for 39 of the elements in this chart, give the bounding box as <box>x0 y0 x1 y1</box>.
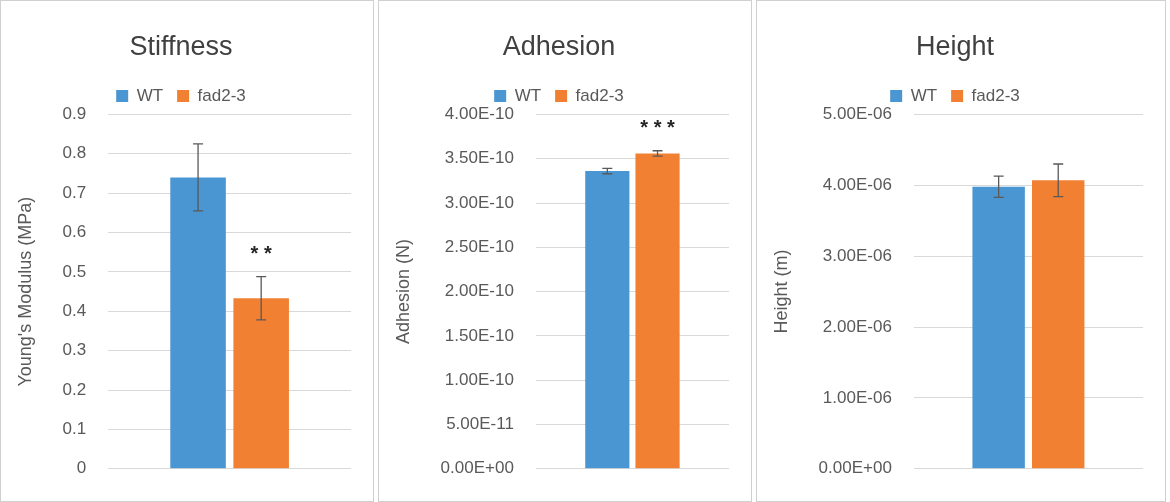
y-tick-label: 0.8 <box>62 143 87 163</box>
legend-label: fad2-3 <box>575 85 624 105</box>
y-tick-label: 0.00E+00 <box>440 458 514 478</box>
y-tick-label: 5.00E-11 <box>446 414 514 434</box>
y-tick-label: 3.00E-10 <box>444 192 514 212</box>
legend-label: WT <box>514 85 542 105</box>
y-axis-title: Height (m) <box>770 249 791 334</box>
y-tick-label: 3.00E-06 <box>822 245 892 265</box>
y-tick-label: 0.7 <box>62 182 87 202</box>
y-tick-label: 0.1 <box>62 419 87 439</box>
y-tick-label: 0.00E+00 <box>818 458 892 478</box>
y-tick-label: 0.6 <box>62 222 87 242</box>
legend-label: WT <box>910 85 938 105</box>
legend-label: WT <box>136 85 164 105</box>
y-tick-label: 0.5 <box>62 261 87 281</box>
y-tick-label: 0.4 <box>62 300 87 320</box>
y-tick-label: 4.00E-06 <box>822 174 892 194</box>
y-tick-label: 2.00E-06 <box>822 316 892 336</box>
y-tick-label: 0.2 <box>62 379 87 399</box>
y-tick-label: 5.00E-06 <box>822 104 892 124</box>
y-tick-label: 1.50E-10 <box>444 325 514 345</box>
legend-label: fad2-3 <box>971 85 1020 105</box>
chart-title: Adhesion <box>502 30 616 61</box>
y-tick-label: 4.00E-10 <box>444 104 514 124</box>
y-tick-label: 1.00E-06 <box>822 387 892 407</box>
legend-label: fad2-3 <box>197 85 246 105</box>
y-tick-label: 2.00E-10 <box>444 281 514 301</box>
y-axis-title: Adhesion (N) <box>392 239 413 345</box>
annotation: * * * <box>640 116 675 139</box>
annotation: * * <box>250 242 272 265</box>
chart-title: Height <box>915 30 995 61</box>
y-tick-label: 0 <box>76 458 87 478</box>
y-tick-label: 0.3 <box>62 340 87 360</box>
y-tick-label: 2.50E-10 <box>444 236 514 256</box>
y-tick-label: 1.00E-10 <box>444 369 514 389</box>
y-tick-label: 0.9 <box>62 104 87 124</box>
chart-title: Stiffness <box>129 30 233 61</box>
y-tick-label: 3.50E-10 <box>444 148 514 168</box>
y-axis-title: Young's Modulus (MPa) <box>14 196 35 387</box>
